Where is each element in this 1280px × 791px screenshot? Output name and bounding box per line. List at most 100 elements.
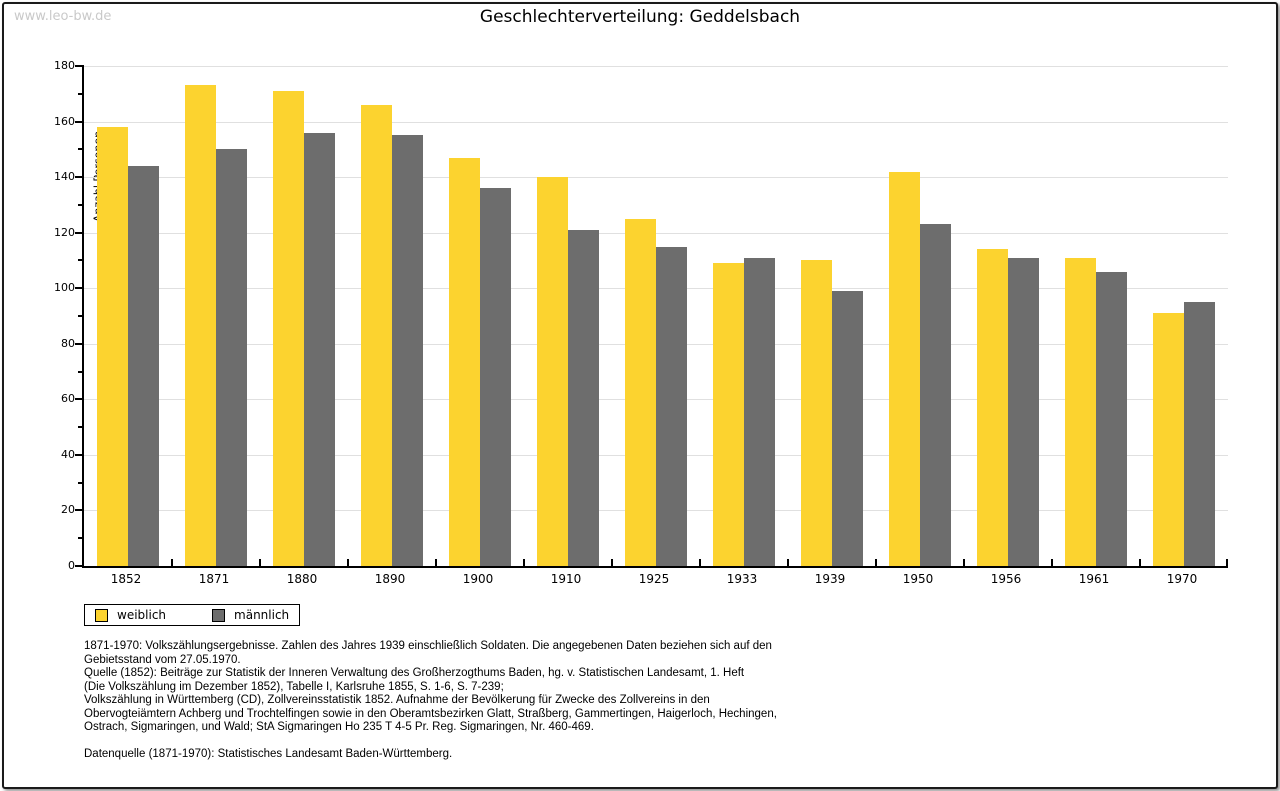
bar-group-1970 <box>1140 66 1228 566</box>
chart-title: Geschlechterverteilung: Geddelsbach <box>479 7 801 27</box>
x-tick <box>1226 559 1228 566</box>
x-tick <box>523 559 525 566</box>
x-axis-label-1939: 1939 <box>814 572 846 586</box>
y-tick-minor <box>78 148 84 151</box>
x-axis-label-1880: 1880 <box>286 572 318 586</box>
bar-group-1910 <box>524 66 612 566</box>
y-tick-minor <box>78 370 84 373</box>
footnote-line: (Die Volkszählung im Dezember 1852), Tab… <box>84 680 504 693</box>
x-tick <box>1139 559 1141 566</box>
x-axis-label-1910: 1910 <box>550 572 582 586</box>
bar-male-1880 <box>304 132 335 566</box>
bars-layer <box>84 66 1228 566</box>
y-tick-major <box>75 65 84 67</box>
gridline <box>84 177 1228 179</box>
datasource-line: Datenquelle (1871-1970): Statistisches L… <box>84 747 453 760</box>
x-tick <box>611 559 613 566</box>
bar-group-1871 <box>172 66 260 566</box>
bar-male-1890 <box>392 135 423 566</box>
x-axis-label-1890: 1890 <box>374 572 406 586</box>
bar-group-1933 <box>700 66 788 566</box>
x-axis-label-1900: 1900 <box>462 572 494 586</box>
legend-label-female: weiblich <box>117 608 167 622</box>
bar-female-1961 <box>1065 257 1096 566</box>
y-tick-major <box>75 453 84 456</box>
y-tick-major <box>75 231 84 234</box>
y-tick-label: 180 <box>54 59 75 72</box>
x-axis-label-1950: 1950 <box>902 572 934 586</box>
y-tick-major <box>75 342 84 345</box>
bar-male-1900 <box>480 188 511 566</box>
bar-group-1956 <box>964 66 1052 566</box>
footnote-line: Ostrach, Sigmaringen, und Wald; StA Sigm… <box>84 721 594 733</box>
bar-group-1950 <box>876 66 964 566</box>
x-axis-label-1852: 1852 <box>110 572 142 586</box>
bar-male-1950 <box>920 224 951 566</box>
x-tick <box>786 559 789 566</box>
bar-male-1925 <box>656 246 687 566</box>
bar-group-1961 <box>1052 66 1140 566</box>
bar-female-1970 <box>1153 313 1184 566</box>
x-tick <box>434 559 437 566</box>
legend-swatch-female <box>95 608 108 622</box>
x-tick <box>874 559 877 566</box>
bar-female-1852 <box>97 127 128 566</box>
bar-group-1939 <box>788 66 876 566</box>
bar-group-1900 <box>436 66 524 566</box>
bar-male-1871 <box>216 149 247 566</box>
footnote-line: Obervogteiämtern Achberg und Trochtelfin… <box>84 707 777 720</box>
legend-label-male: männlich <box>234 608 290 622</box>
bar-group-1880 <box>260 66 348 566</box>
legend-item-male: männlich <box>212 608 289 622</box>
bar-female-1890 <box>361 104 392 566</box>
y-tick-label: 160 <box>54 114 75 128</box>
y-tick-minor <box>78 537 84 540</box>
bar-male-1956 <box>1008 257 1039 566</box>
y-tick-label: 140 <box>54 170 75 184</box>
bar-group-1925 <box>612 66 700 566</box>
x-axis-label-1970: 1970 <box>1166 572 1198 586</box>
footnote-line: Quelle (1852): Beiträge zur Statistik de… <box>84 667 745 679</box>
x-tick <box>170 559 173 566</box>
y-tick-minor <box>78 315 84 317</box>
bar-female-1950 <box>889 171 920 566</box>
y-tick-major <box>75 287 84 290</box>
y-tick-major <box>75 509 84 512</box>
y-tick-label: 20 <box>61 503 75 517</box>
bar-female-1880 <box>273 91 304 566</box>
footnotes: 1871-1970: Volkszählungsergebnisse. Zahl… <box>84 640 1224 761</box>
y-tick-label: 100 <box>54 281 75 295</box>
bar-male-1933 <box>744 257 775 566</box>
gridline <box>84 121 1228 123</box>
footnote-line: Volkszählung in Württemberg (CD), Zollve… <box>84 694 710 706</box>
bar-female-1933 <box>713 263 744 566</box>
x-tick <box>258 559 261 566</box>
y-tick-label: 60 <box>61 392 75 406</box>
x-axis-labels: 1852 1871 1880 1890 1900 1910 1925 1933 1939 1950… <box>82 572 1226 586</box>
gridline <box>84 232 1228 234</box>
x-tick <box>347 559 349 566</box>
bar-group-1890 <box>348 66 436 566</box>
y-tick-minor <box>78 259 84 262</box>
y-tick-minor <box>78 426 84 429</box>
bar-female-1925 <box>625 218 656 566</box>
x-axis-label-1956: 1956 <box>990 572 1022 586</box>
bar-female-1939 <box>801 260 832 566</box>
y-tick-major <box>75 176 84 179</box>
y-tick-label: 0 <box>68 559 75 572</box>
bar-male-1970 <box>1184 302 1215 566</box>
bar-female-1900 <box>449 157 480 566</box>
bar-group-1852 <box>84 66 172 566</box>
footnote-lines: 1871-1970: Volkszählungsergebnisse. Zahl… <box>84 640 1224 735</box>
gridline <box>84 66 1228 67</box>
x-axis-label-1871: 1871 <box>198 572 230 586</box>
x-tick <box>698 559 701 566</box>
footnote-line: Gebietsstand vom 27.05.1970. <box>84 653 241 666</box>
bar-male-1939 <box>832 291 863 566</box>
y-tick-label: 120 <box>54 225 75 239</box>
x-tick <box>1051 559 1053 566</box>
bar-male-1910 <box>568 229 599 566</box>
